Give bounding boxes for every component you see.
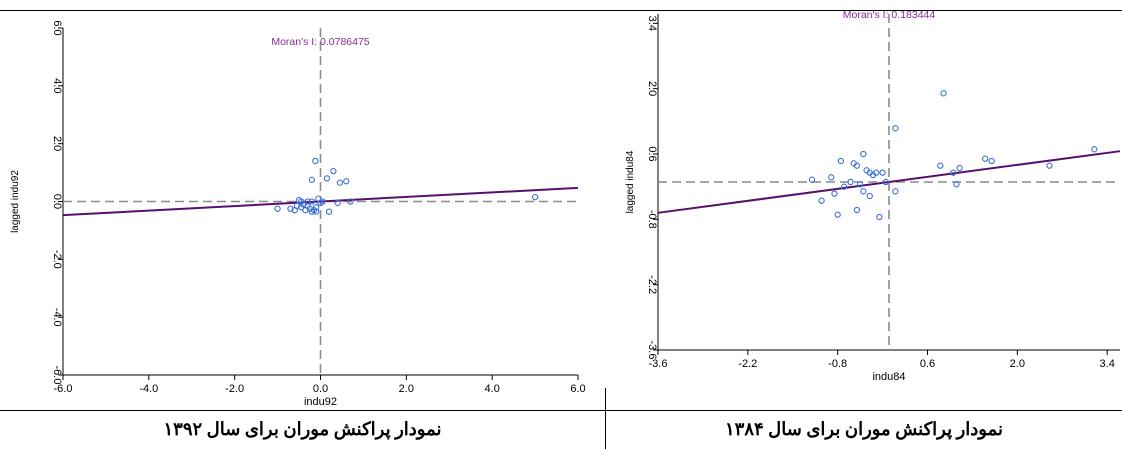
data-point (319, 198, 326, 205)
y-axis-label: lagged indu84 (625, 150, 636, 213)
data-point (982, 155, 989, 162)
data-point (876, 213, 883, 221)
data-point (312, 157, 319, 165)
data-point (291, 207, 298, 214)
caption-1384: نمودار پراکنش موران برای سال ۱۳۸۴ (725, 419, 1004, 439)
data-point (837, 157, 845, 165)
data-point (853, 206, 861, 214)
data-point (869, 171, 877, 179)
y-tick-label: 0.6 (646, 146, 658, 161)
y-tick-label: -4.0 (51, 308, 63, 327)
data-point (937, 162, 944, 169)
data-point (818, 197, 825, 204)
data-point (308, 176, 316, 183)
data-point (308, 198, 316, 205)
x-tick-label: 0.0 (313, 383, 328, 395)
data-point (866, 192, 873, 200)
y-tick-label: 0.0 (51, 194, 63, 209)
data-point (840, 183, 848, 190)
data-point (323, 175, 331, 182)
data-point (892, 125, 899, 132)
y-tick-label: -2.2 (646, 275, 658, 294)
top-rule (0, 10, 1122, 11)
column-divider (605, 388, 606, 449)
data-point (313, 204, 320, 211)
data-point (343, 178, 350, 185)
data-point (330, 167, 337, 175)
data-point (313, 208, 320, 215)
y-axis-label: lagged indu92 (10, 170, 21, 233)
data-point (334, 199, 341, 207)
data-point (988, 157, 995, 165)
x-tick-label: -0.8 (828, 358, 847, 370)
data-point (850, 160, 857, 167)
chart-title: Moran's I: 0.183444 (843, 9, 936, 21)
x-tick-label: -6.0 (54, 383, 73, 395)
y-tick-label: 3.4 (646, 16, 658, 31)
caption-1392: نمودار پراکنش موران برای سال ۱۳۹۲ (163, 419, 442, 439)
data-point (940, 90, 947, 97)
data-point (860, 150, 867, 158)
data-point (828, 174, 835, 181)
data-point (808, 176, 816, 183)
x-tick-label: -3.6 (649, 358, 668, 370)
x-axis-label: indu92 (304, 396, 337, 408)
y-tick-label: 4.0 (51, 78, 63, 93)
data-point (831, 190, 838, 197)
data-point (304, 198, 311, 205)
y-tick-label: 2.0 (646, 81, 658, 96)
x-tick-label: 0.6 (920, 358, 935, 370)
x-tick-label: -4.0 (139, 383, 158, 395)
data-point (856, 181, 864, 188)
data-point (274, 205, 281, 212)
y-tick-label: 2.0 (51, 136, 63, 151)
data-point (847, 178, 854, 186)
data-point (950, 169, 957, 176)
data-point (336, 179, 343, 186)
x-tick-label: 2.0 (1010, 358, 1025, 370)
moran-scatter-chart-1384: -3.6 -2.2 -0.8 0.6 2.0 3.4 -3.6 -2.2 -0.8 0.6 2.0 3… (625, 9, 1121, 383)
data-point (882, 178, 889, 186)
y-tick-label: -2.0 (51, 250, 63, 269)
x-tick-label: 6.0 (570, 383, 585, 395)
data-point (325, 208, 333, 215)
data-point (834, 211, 841, 218)
data-point (860, 188, 867, 195)
moran-scatter-chart-1392: -6.0 -4.0 -2.0 0.0 2.0 4.0 6.0 -6.0 -4.0 -2.0 0.0 2… (10, 20, 586, 408)
x-tick-label: -2.2 (738, 358, 757, 370)
chart-title: Moran's I: 0.0786475 (271, 36, 369, 48)
y-tick-label: 6.0 (51, 20, 63, 35)
data-point (531, 194, 539, 201)
data-point (1046, 162, 1053, 169)
data-point (892, 188, 899, 195)
y-tick-label: -6.0 (51, 366, 63, 385)
data-point (956, 164, 963, 172)
x-axis-label: indu84 (872, 371, 905, 383)
data-point (879, 169, 886, 176)
data-point (953, 181, 960, 188)
x-tick-label: 4.0 (485, 383, 500, 395)
y-tick-label: -3.6 (646, 341, 658, 360)
data-point (1091, 146, 1098, 153)
regression-line (657, 150, 1121, 214)
data-point (300, 201, 307, 208)
x-tick-label: 3.4 (1100, 358, 1115, 370)
data-point (295, 196, 303, 204)
y-tick-label: -0.8 (646, 210, 658, 229)
x-tick-label: -2.0 (225, 383, 244, 395)
caption-top-rule (0, 410, 1122, 411)
data-point (347, 198, 354, 205)
x-tick-label: 2.0 (399, 383, 414, 395)
